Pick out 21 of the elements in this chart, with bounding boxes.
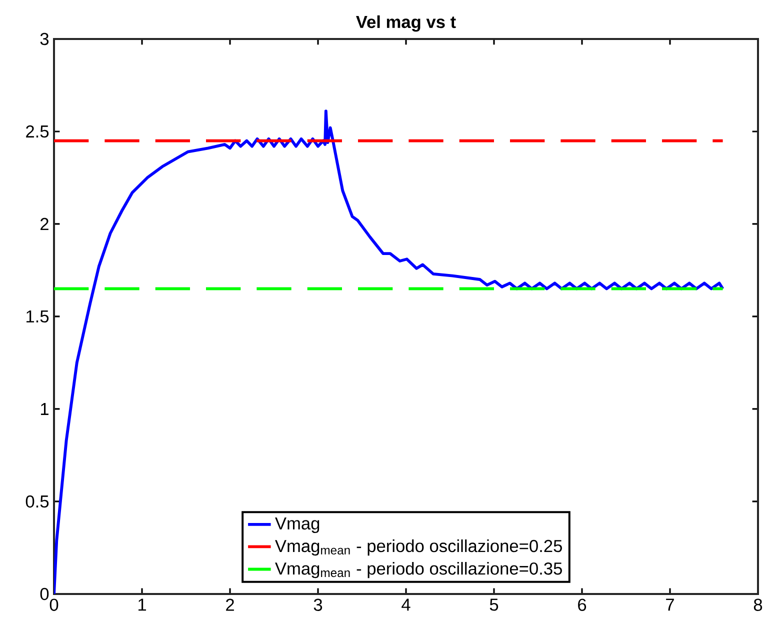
x-tick-label: 3 <box>314 598 322 611</box>
y-tick-label: 0.5 <box>26 495 49 508</box>
chart-title: Vel mag vs t <box>356 15 456 32</box>
x-tick-label: 7 <box>666 598 674 611</box>
y-tick-label: 1.5 <box>26 310 49 323</box>
y-tick-label: 2 <box>40 218 48 230</box>
x-tick-label: 6 <box>578 598 586 611</box>
y-tick-label: 2.5 <box>26 125 49 138</box>
x-tick-label: 5 <box>490 598 498 611</box>
y-tick-label: 3 <box>40 32 49 46</box>
x-tick-label: 8 <box>754 598 762 611</box>
x-tick-label: 1 <box>138 598 146 611</box>
x-tick-label: 2 <box>226 598 234 611</box>
x-tick-label: 4 <box>402 598 410 611</box>
line-series <box>54 110 724 594</box>
legend-label: Vmag$_{mean}$ - periodo oscillazione=0.35 <box>275 562 562 578</box>
legend-label: Vmag$_{mean}$ - periodo oscillazione=0.25 <box>275 539 562 556</box>
y-tick-label: 1 <box>40 403 48 415</box>
legend-label: Vmag <box>275 518 320 534</box>
x-tick-label: 0 <box>50 598 58 611</box>
y-tick-label: 0 <box>40 588 49 600</box>
